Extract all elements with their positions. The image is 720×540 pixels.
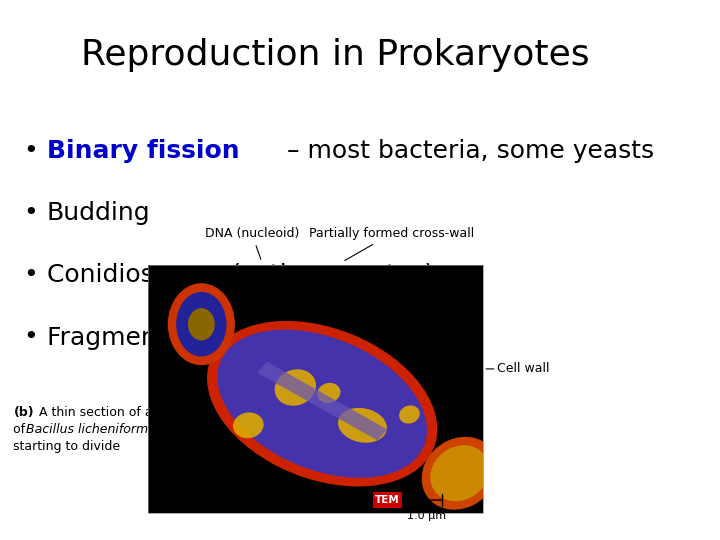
Bar: [372, 492, 402, 508]
Ellipse shape: [318, 383, 341, 403]
Text: •: •: [23, 201, 37, 225]
Text: – most bacteria, some yeasts: – most bacteria, some yeasts: [279, 139, 654, 163]
Text: A thin section of a cell: A thin section of a cell: [35, 406, 179, 419]
Ellipse shape: [338, 408, 387, 443]
Text: Cell wall: Cell wall: [497, 362, 549, 375]
Text: Reproduction in Prokaryotes: Reproduction in Prokaryotes: [81, 38, 590, 72]
Ellipse shape: [188, 308, 215, 340]
Text: •: •: [23, 264, 37, 287]
Text: Budding: Budding: [47, 201, 150, 225]
Ellipse shape: [422, 437, 498, 510]
Text: starting to divide: starting to divide: [14, 440, 120, 453]
Polygon shape: [257, 362, 387, 441]
Ellipse shape: [399, 406, 420, 423]
Ellipse shape: [274, 369, 316, 406]
Ellipse shape: [233, 413, 264, 438]
Text: DNA (nucleoid): DNA (nucleoid): [204, 227, 299, 259]
Ellipse shape: [207, 321, 437, 487]
Text: •: •: [23, 326, 37, 349]
Text: Binary fission: Binary fission: [47, 139, 240, 163]
Text: Bacillus licheniformis: Bacillus licheniformis: [25, 423, 158, 436]
Text: •: •: [23, 139, 37, 163]
Text: TEM: TEM: [375, 495, 400, 505]
Text: Partially formed cross-wall: Partially formed cross-wall: [309, 227, 474, 260]
Bar: [148, 265, 483, 513]
Text: (b): (b): [14, 406, 34, 419]
Ellipse shape: [217, 329, 427, 478]
Text: Fragmentation of filaments: Fragmentation of filaments: [47, 326, 387, 349]
Bar: [148, 265, 483, 513]
Text: 1.0 μm: 1.0 μm: [408, 511, 446, 521]
Text: Conidiospores (actinomycetes): Conidiospores (actinomycetes): [47, 264, 434, 287]
Ellipse shape: [176, 292, 227, 356]
Ellipse shape: [168, 283, 235, 365]
Text: of: of: [14, 423, 30, 436]
Ellipse shape: [431, 446, 489, 501]
